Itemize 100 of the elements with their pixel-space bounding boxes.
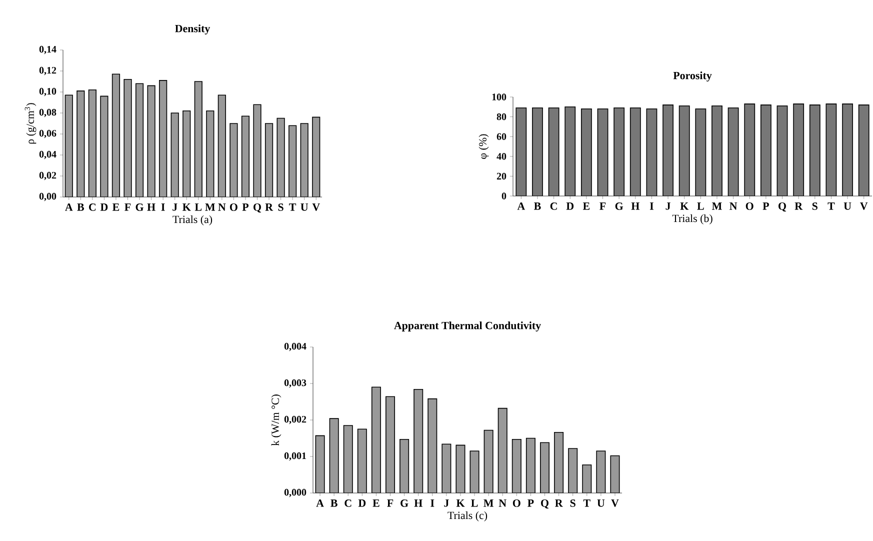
x-tick-label: E [112, 204, 120, 211]
x-tick-label: I [430, 500, 434, 507]
x-tick-label: H [631, 202, 640, 210]
x-tick-label: P [762, 202, 769, 210]
y-tick-label: 0,003 [284, 379, 306, 388]
x-tick-label: M [712, 202, 722, 210]
bar [329, 418, 339, 493]
x-tick-label: R [265, 204, 274, 211]
y-tick-label: 0,10 [39, 88, 56, 96]
x-tick-label: K [680, 202, 689, 210]
x-tick-label: S [812, 202, 818, 210]
y-tick-label: 40 [496, 153, 506, 160]
x-tick-label: Q [541, 500, 549, 509]
y-tick-label: 0,00 [39, 192, 56, 202]
y-tick-label: 0,08 [39, 108, 56, 118]
y-axis-title: φ (%) [478, 134, 489, 159]
x-tick-label: P [242, 204, 249, 211]
x-tick-label: P [528, 500, 534, 507]
x-tick-label: K [182, 204, 191, 211]
x-axis-title: Trials (c) [448, 511, 488, 522]
x-tick-label: U [844, 202, 852, 210]
bar [512, 438, 522, 493]
x-tick-label: C [89, 204, 96, 211]
x-tick-label: A [65, 204, 73, 211]
y-tick-label: 0,06 [39, 130, 56, 138]
y-tick-label: 100 [492, 94, 506, 100]
x-tick-label: E [582, 202, 590, 210]
bar [343, 425, 353, 493]
x-tick-label: G [400, 500, 408, 507]
x-tick-label: Q [254, 204, 262, 213]
x-tick-label: M [205, 204, 216, 211]
bar [568, 448, 578, 493]
x-tick-label: N [730, 202, 738, 210]
y-tick-label: 0,12 [39, 66, 56, 76]
y-axis-title: k (W/m °C) [271, 394, 282, 446]
x-tick-label: S [570, 500, 576, 507]
y-tick-label: 20 [496, 172, 506, 180]
bar [498, 408, 508, 493]
x-tick-label: R [555, 500, 563, 507]
y-tick-label: 0,001 [284, 452, 306, 461]
x-tick-label: U [597, 500, 605, 507]
x-tick-label: T [828, 202, 835, 210]
x-tick-label: B [330, 500, 338, 507]
x-tick-label: F [124, 204, 131, 211]
chart-title: Apparent Thermal Condutivity [394, 322, 541, 332]
y-tick-label: 0,02 [39, 172, 56, 180]
x-tick-label: D [358, 500, 366, 507]
bar [610, 455, 620, 493]
x-tick-label: L [697, 202, 704, 210]
x-tick-label: C [344, 500, 352, 507]
y-tick-label: 0 [502, 192, 506, 200]
chart-title: Density [175, 24, 210, 34]
x-tick-label: H [414, 500, 422, 507]
chart-title: Porosity [673, 72, 712, 82]
x-tick-label: T [583, 500, 590, 507]
bar [357, 428, 367, 493]
x-tick-label: N [218, 204, 226, 211]
x-tick-label: T [289, 204, 296, 211]
x-tick-label: D [566, 202, 574, 210]
x-tick-label: A [316, 500, 324, 507]
bar [456, 444, 466, 493]
bar [315, 435, 325, 493]
x-tick-label: V [611, 500, 619, 507]
x-tick-label: O [512, 500, 520, 507]
x-tick-label: R [794, 202, 803, 210]
y-tick-label: 80 [496, 113, 506, 120]
x-tick-label: E [372, 500, 380, 507]
x-tick-label: Q [778, 202, 786, 212]
y-axis-title: ρ (g/cm$^{3}$) [24, 103, 36, 144]
bar [554, 432, 564, 493]
x-tick-label: A [517, 202, 526, 210]
x-tick-label: M [484, 500, 494, 507]
x-axis-title: Trials (a) [172, 215, 212, 226]
bar [400, 438, 410, 493]
x-tick-label: G [615, 202, 624, 210]
x-tick-label: L [471, 500, 478, 507]
x-tick-label: V [312, 204, 320, 211]
x-tick-label: B [77, 204, 84, 211]
bar [470, 450, 480, 493]
y-tick-label: 0,000 [284, 488, 306, 498]
x-tick-label: O [746, 202, 754, 210]
bar [596, 450, 606, 493]
x-tick-label: I [161, 204, 165, 211]
x-tick-label: C [550, 202, 557, 210]
y-tick-label: 0,002 [284, 416, 306, 424]
x-tick-label: J [666, 202, 670, 210]
x-tick-label: N [498, 500, 506, 507]
x-tick-label: O [230, 204, 238, 211]
x-tick-label: K [456, 500, 465, 507]
x-tick-label: H [147, 204, 156, 211]
x-tick-label: B [534, 202, 541, 210]
y-tick-label: 0,004 [284, 342, 306, 352]
x-tick-label: D [100, 204, 108, 211]
bar [428, 398, 438, 493]
x-tick-label: V [860, 202, 868, 210]
y-tick-label: 60 [496, 133, 506, 140]
x-tick-label: F [387, 500, 394, 507]
x-tick-label: S [278, 204, 284, 211]
bar [414, 388, 424, 493]
x-tick-label: L [194, 204, 202, 211]
